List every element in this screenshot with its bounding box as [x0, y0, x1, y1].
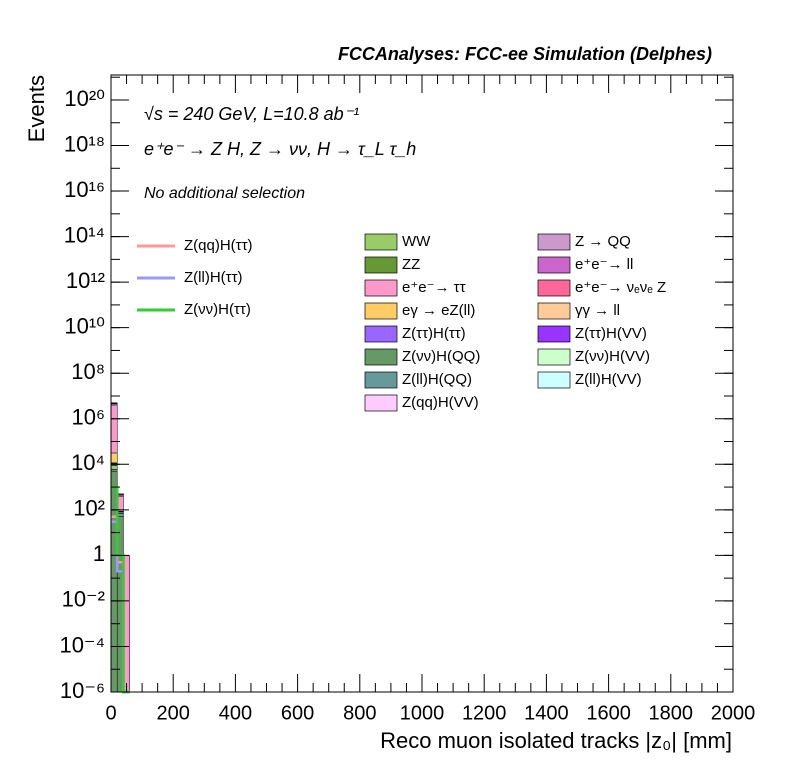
y-tick-label: 10⁻²	[62, 587, 105, 612]
y-tick-label: 10⁴	[71, 450, 105, 475]
legend-swatch	[364, 325, 398, 343]
histogram-bar	[110, 465, 118, 470]
legend-label: Z(ll)H(ττ)	[184, 269, 243, 286]
legend-label: e⁺e⁻→ νₑνₑ Z	[575, 279, 666, 296]
legend-swatch	[537, 371, 571, 389]
legend-label: Z(νν)H(VV)	[575, 348, 650, 365]
x-tick-label: 200	[157, 702, 190, 724]
legend-swatch	[537, 348, 571, 366]
annotation: No additional selection	[144, 185, 305, 202]
legend-label: Z(qq)H(ττ)	[184, 237, 253, 254]
x-tick-label: 600	[281, 702, 314, 724]
legend-swatch	[537, 302, 571, 320]
x-tick-label: 1600	[586, 702, 631, 724]
legend-label: Z(νν)H(QQ)	[402, 348, 480, 365]
legend-label: Z(ττ)H(ττ)	[402, 325, 466, 342]
x-tick-label: 1400	[524, 702, 569, 724]
legend-swatch	[537, 325, 571, 343]
annotation: √s = 240 GeV, L=10.8 ab⁻¹	[144, 104, 359, 124]
legend-label: Z(νν)H(ττ)	[184, 301, 251, 318]
legend-label: Z → QQ	[575, 233, 631, 250]
legend-label: Z(ll)H(VV)	[575, 371, 642, 388]
legend-swatch	[364, 371, 398, 389]
histogram-bar	[110, 469, 118, 472]
histogram-bar	[110, 452, 118, 464]
y-tick-label: 10¹⁶	[64, 177, 105, 202]
legend-label: eγ → eZ(ll)	[402, 302, 475, 319]
legend-swatch	[364, 279, 398, 297]
histogram-bar	[110, 404, 118, 454]
y-tick-label: 10⁸	[71, 359, 105, 384]
x-tick-label: 1800	[649, 702, 694, 724]
y-tick-label: 10⁻⁴	[59, 632, 105, 657]
x-tick-label: 2000	[711, 702, 756, 724]
annotation: e⁺e⁻ → Z H, Z → νν, H → τ_L τ_h	[144, 139, 416, 159]
y-tick-label: 10⁶	[71, 405, 105, 430]
chart-title: FCCAnalyses: FCC-ee Simulation (Delphes)	[338, 44, 712, 64]
legend-swatch	[537, 256, 571, 274]
legend-label: WW	[402, 233, 431, 250]
legend-label: ZZ	[402, 256, 420, 273]
x-tick-label: 1200	[462, 702, 507, 724]
x-tick-label: 400	[219, 702, 252, 724]
legend-swatch	[364, 302, 398, 320]
y-tick-label: 10²⁰	[64, 86, 105, 111]
legend-swatch	[537, 233, 571, 251]
legend-label: e⁺e⁻→ ll	[575, 256, 633, 273]
legend-swatch	[364, 394, 398, 412]
y-tick-label: 10¹²	[66, 268, 105, 293]
x-tick-label: 800	[343, 702, 376, 724]
legend-label: e⁺e⁻→ ττ	[402, 279, 466, 296]
legend-swatch	[364, 233, 398, 251]
y-tick-label: 10²	[73, 496, 105, 521]
legend-swatch	[364, 348, 398, 366]
y-tick-label: 10¹⁰	[64, 313, 105, 338]
y-tick-label: 10¹⁴	[64, 222, 105, 247]
y-tick-label: 10¹⁸	[64, 131, 105, 156]
legend-label: γγ → ll	[575, 302, 620, 319]
y-tick-label: 1	[93, 541, 105, 566]
legend-swatch	[364, 256, 398, 274]
legend-swatch	[537, 279, 571, 297]
y-axis-label: Events	[24, 75, 49, 142]
legend-label: Z(ll)H(QQ)	[402, 371, 472, 388]
y-tick-label: 10⁻⁶	[60, 678, 105, 703]
legend-label: Z(ττ)H(VV)	[575, 325, 647, 342]
x-axis-label: Reco muon isolated tracks |z₀| [mm]	[380, 728, 732, 753]
x-tick-label: 1000	[400, 702, 445, 724]
legend-label: Z(qq)H(VV)	[402, 394, 479, 411]
x-tick-label: 0	[105, 702, 116, 724]
